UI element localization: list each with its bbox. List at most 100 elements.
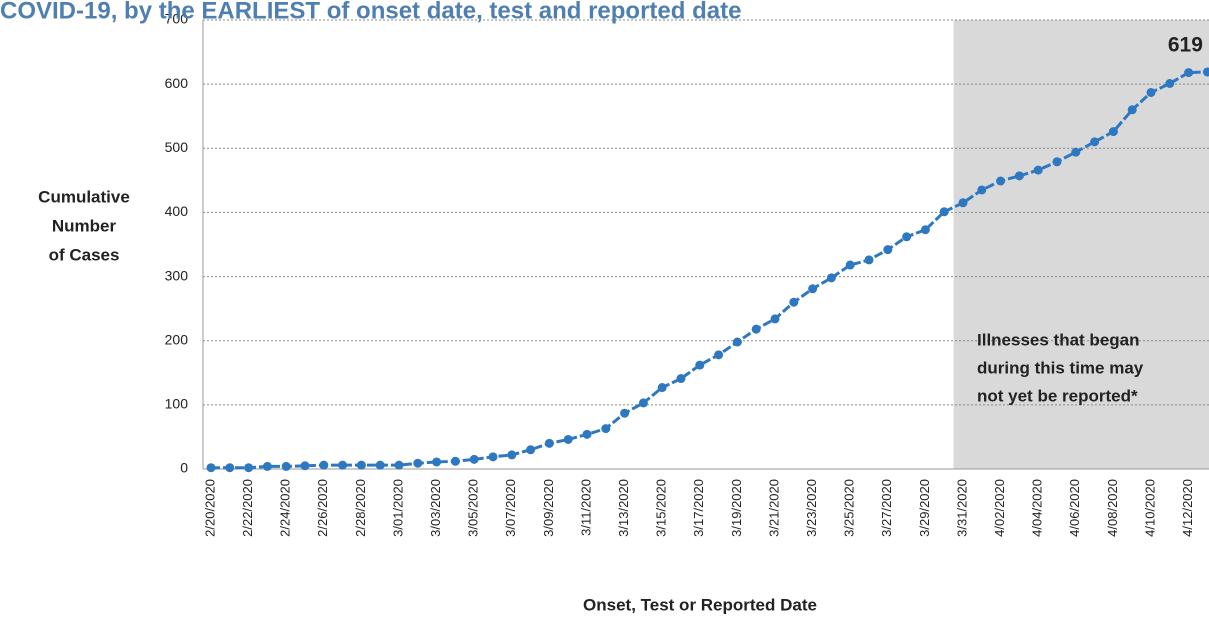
data-point: [244, 463, 254, 473]
x-tick-label: 3/27/2020: [879, 479, 894, 537]
chart-title: COVID-19, by the EARLIEST of onset date,…: [0, 0, 741, 24]
data-point: [826, 273, 836, 283]
x-tick-label: 4/06/2020: [1067, 479, 1082, 537]
data-point: [413, 458, 423, 468]
data-point: [1146, 87, 1156, 97]
y-tick-label: 300: [165, 267, 189, 283]
data-point: [225, 463, 235, 473]
y-tick-label: 600: [165, 75, 189, 91]
data-point: [657, 383, 667, 393]
x-tick-label: 3/01/2020: [390, 479, 405, 537]
y-tick-label: 400: [165, 203, 189, 219]
data-point: [620, 408, 630, 418]
data-point: [1052, 157, 1062, 167]
data-point: [469, 454, 479, 464]
data-point: [338, 460, 348, 470]
x-tick-label: 2/22/2020: [240, 479, 255, 537]
x-tick-label: 2/24/2020: [278, 479, 293, 537]
x-axis-label: Onset, Test or Reported Date: [583, 595, 817, 614]
data-label: 619: [1168, 34, 1203, 57]
x-tick-label: 3/29/2020: [917, 479, 932, 537]
data-point: [1071, 147, 1081, 157]
data-point: [808, 284, 818, 294]
data-point: [845, 260, 855, 270]
x-tick-label: 4/04/2020: [1030, 479, 1045, 537]
shaded-region: [953, 20, 1209, 469]
data-point: [958, 198, 968, 208]
y-tick-label: 0: [180, 460, 188, 476]
x-tick-label: 4/02/2020: [992, 479, 1007, 537]
data-point: [1090, 137, 1100, 147]
data-point: [1127, 105, 1137, 115]
annotation: during this time may: [977, 358, 1144, 377]
x-tick-label: 3/15/2020: [654, 479, 669, 537]
data-point: [488, 452, 498, 462]
data-point: [1108, 127, 1118, 137]
y-tick-label: 700: [165, 11, 189, 27]
data-point: [638, 398, 648, 408]
data-point: [864, 255, 874, 265]
x-tick-label: 3/31/2020: [954, 479, 969, 537]
data-point: [206, 463, 216, 473]
data-point: [319, 460, 329, 470]
data-point: [1033, 165, 1043, 175]
x-tick-label: 3/03/2020: [428, 479, 443, 537]
data-point: [770, 314, 780, 324]
y-tick-label: 200: [165, 331, 189, 347]
data-point: [375, 460, 385, 470]
x-tick-label: 4/10/2020: [1142, 479, 1157, 537]
data-point: [432, 457, 442, 467]
x-tick-label: 3/21/2020: [766, 479, 781, 537]
data-point: [714, 350, 724, 360]
data-point: [751, 324, 761, 334]
data-point: [789, 297, 799, 307]
annotation: Illnesses that began: [977, 330, 1140, 349]
y-tick-label: 500: [165, 139, 189, 155]
data-point: [676, 374, 686, 384]
data-point: [262, 461, 272, 471]
x-tick-label: 3/11/2020: [578, 479, 593, 536]
data-point: [300, 461, 310, 471]
data-point: [939, 207, 949, 217]
data-point: [1014, 171, 1024, 181]
data-point: [601, 424, 611, 434]
data-point: [1202, 67, 1209, 77]
data-point: [732, 337, 742, 347]
data-point: [507, 450, 517, 460]
x-tick-label: 3/13/2020: [616, 479, 631, 537]
x-tick-label: 3/07/2020: [503, 479, 518, 537]
data-point: [281, 461, 291, 471]
data-point: [356, 460, 366, 470]
data-point: [1184, 68, 1194, 78]
data-point: [563, 434, 573, 444]
x-tick-label: 3/25/2020: [842, 479, 857, 537]
data-point: [544, 438, 554, 448]
y-axis-label: Cumulative: [38, 187, 130, 206]
data-point: [394, 460, 404, 470]
data-point: [883, 245, 893, 255]
x-tick-label: 3/19/2020: [729, 479, 744, 537]
data-point: [450, 456, 460, 466]
x-tick-label: 4/08/2020: [1105, 479, 1120, 537]
x-tick-label: 3/23/2020: [804, 479, 819, 537]
y-axis-label: Number: [52, 216, 117, 235]
x-tick-label: 3/09/2020: [541, 479, 556, 537]
x-tick-label: 2/26/2020: [315, 479, 330, 537]
y-tick-label: 100: [165, 396, 189, 412]
data-point: [996, 176, 1006, 186]
data-point: [582, 429, 592, 439]
x-tick-label: 3/17/2020: [691, 479, 706, 537]
data-point: [1165, 79, 1175, 89]
annotation: not yet be reported*: [977, 386, 1138, 405]
data-point: [695, 360, 705, 370]
x-tick-label: 2/28/2020: [353, 479, 368, 537]
x-tick-label: 4/12/2020: [1180, 479, 1195, 537]
data-point: [526, 445, 536, 455]
y-axis-label: of Cases: [49, 245, 120, 264]
data-point: [902, 232, 912, 242]
x-tick-label: 3/05/2020: [466, 479, 481, 537]
data-point: [977, 185, 987, 195]
x-tick-label: 2/20/2020: [202, 479, 217, 537]
line: [211, 70, 1208, 470]
